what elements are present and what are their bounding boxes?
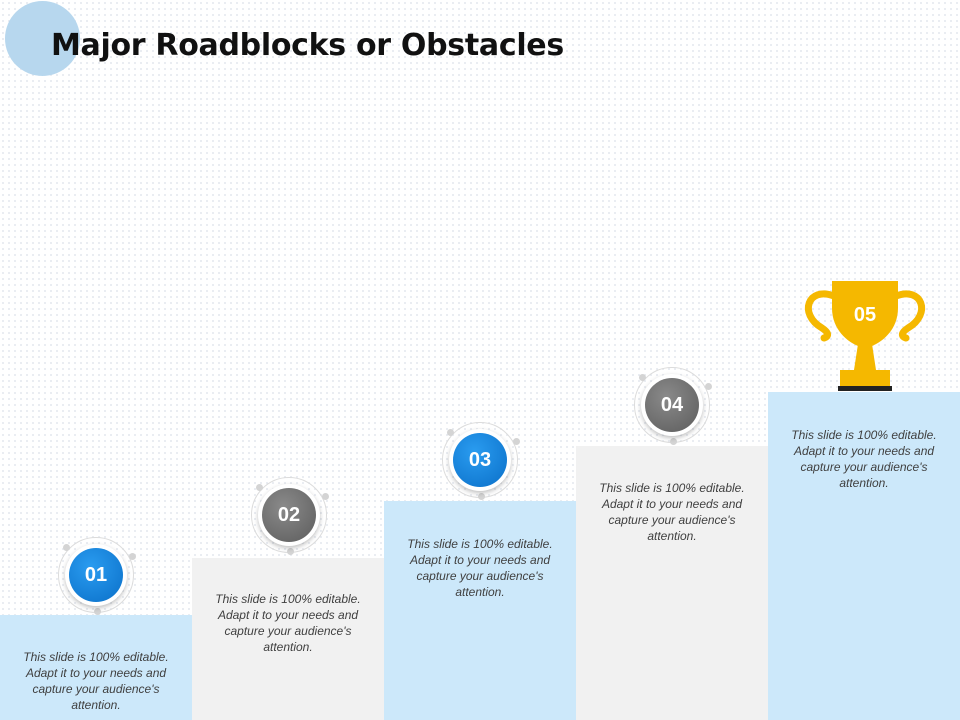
step-1-badge: 01 <box>58 537 136 615</box>
trophy-icon-graphic <box>804 281 926 391</box>
trophy-icon: 05 <box>800 278 930 394</box>
step-2-text: This slide is 100% editable. Adapt it to… <box>215 592 361 654</box>
badge-dot <box>513 438 520 445</box>
badge-dot <box>639 374 646 381</box>
step-5-number: 05 <box>853 304 877 326</box>
badge-core: 03 <box>449 429 511 491</box>
step-4-number: 04 <box>645 378 699 432</box>
step-1-number: 01 <box>69 548 123 602</box>
badge-dot <box>478 493 485 500</box>
step-4-block: This slide is 100% editable. Adapt it to… <box>576 446 768 720</box>
step-5-block: This slide is 100% editable. Adapt it to… <box>768 392 960 720</box>
badge-dot <box>63 544 70 551</box>
step-2-badge: 02 <box>251 477 329 555</box>
badge-dot <box>94 608 101 615</box>
step-1-text: This slide is 100% editable. Adapt it to… <box>23 650 169 712</box>
badge-core: 01 <box>65 544 127 606</box>
step-3-block: This slide is 100% editable. Adapt it to… <box>384 501 576 720</box>
step-3-badge: 03 <box>442 422 520 500</box>
badge-dot <box>447 429 454 436</box>
badge-dot <box>129 553 136 560</box>
badge-core: 02 <box>258 484 320 546</box>
badge-dot <box>287 548 294 555</box>
badge-dot <box>705 383 712 390</box>
step-5-text: This slide is 100% editable. Adapt it to… <box>791 428 937 490</box>
step-2-block: This slide is 100% editable. Adapt it to… <box>192 558 384 720</box>
step-3-number: 03 <box>453 433 507 487</box>
badge-core: 04 <box>641 374 703 436</box>
step-4-text: This slide is 100% editable. Adapt it to… <box>599 481 745 543</box>
badge-dot <box>322 493 329 500</box>
badge-dot <box>256 484 263 491</box>
step-1-block: This slide is 100% editable. Adapt it to… <box>0 615 192 720</box>
badge-dot <box>670 438 677 445</box>
step-3-text: This slide is 100% editable. Adapt it to… <box>407 537 553 599</box>
decorative-corner-circle <box>5 1 80 76</box>
slide-title: Major Roadblocks or Obstacles <box>51 28 564 63</box>
step-4-badge: 04 <box>634 367 712 445</box>
step-2-number: 02 <box>262 488 316 542</box>
